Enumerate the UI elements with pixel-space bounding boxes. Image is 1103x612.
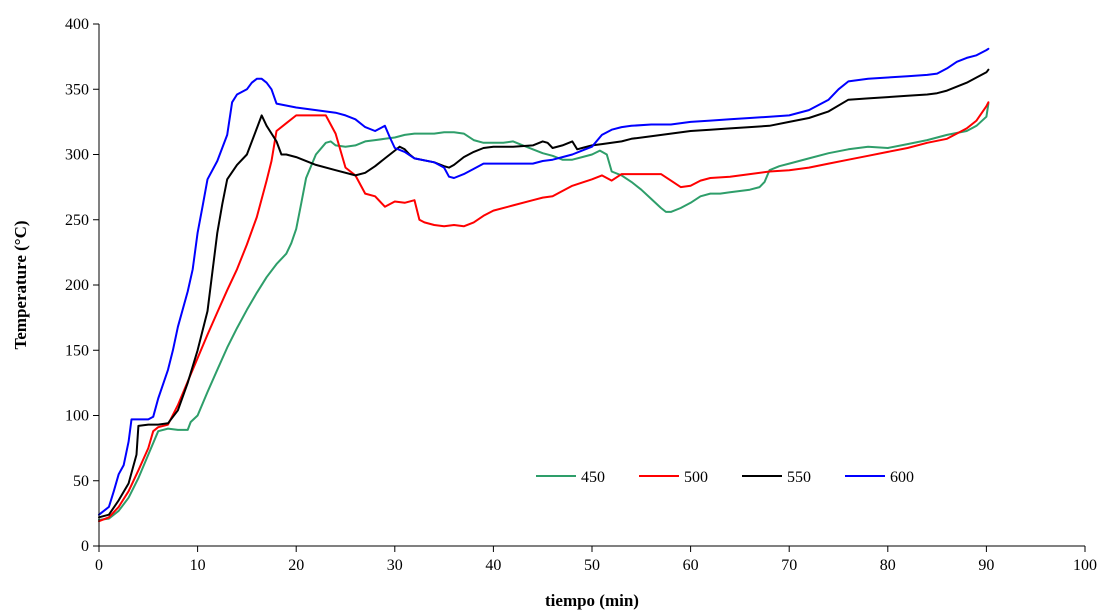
series-lines [98, 47, 990, 523]
x-axis-title: tiempo (min) [545, 591, 639, 610]
series-line-500 [98, 101, 990, 523]
x-tick-label: 80 [880, 557, 896, 574]
y-tick-label: 350 [65, 81, 89, 98]
x-tick-label: 20 [288, 557, 304, 574]
x-tick-label: 10 [190, 557, 206, 574]
series-line-450 [98, 102, 990, 521]
legend-label-500: 500 [684, 469, 708, 486]
y-tick-label: 400 [65, 16, 89, 33]
legend: 450 500 550 600 [536, 469, 914, 486]
x-tick-label: 0 [95, 557, 103, 574]
series-line-550 [98, 68, 990, 519]
legend-label-550: 550 [787, 469, 811, 486]
y-tick-label: 0 [81, 538, 89, 555]
legend-label-600: 600 [890, 469, 914, 486]
series-line-600 [98, 47, 990, 516]
x-tick-label: 30 [387, 557, 403, 574]
y-axis-ticks: 0 50 100 150 200 250 300 350 400 [65, 16, 99, 555]
y-tick-label: 100 [65, 408, 89, 425]
y-tick-label: 250 [65, 212, 89, 229]
x-tick-label: 90 [978, 557, 994, 574]
x-tick-label: 100 [1073, 557, 1097, 574]
x-tick-label: 60 [683, 557, 699, 574]
y-axis-title: Temperature (°C) [11, 220, 30, 349]
x-tick-label: 70 [781, 557, 797, 574]
y-tick-label: 300 [65, 147, 89, 164]
y-tick-label: 200 [65, 277, 89, 294]
y-tick-label: 150 [65, 342, 89, 359]
y-tick-label: 50 [73, 473, 89, 490]
x-tick-label: 40 [485, 557, 501, 574]
legend-label-450: 450 [581, 469, 605, 486]
x-tick-label: 50 [584, 557, 600, 574]
x-axis-ticks: 0 10 20 30 40 50 60 70 80 90 100 [95, 546, 1097, 574]
